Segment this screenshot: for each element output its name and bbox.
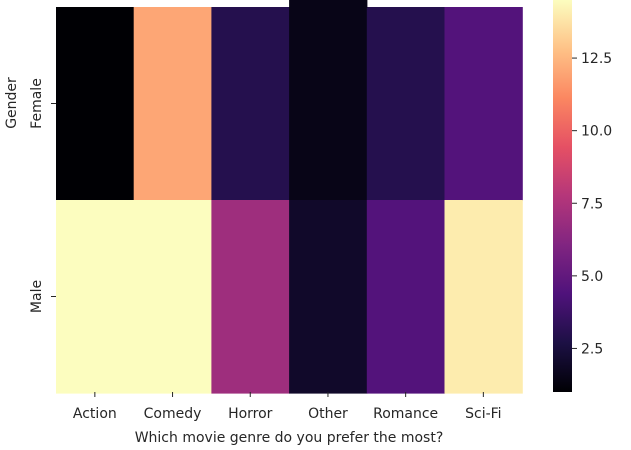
y-tick-label: Female xyxy=(29,78,45,129)
colorbar-tick-label: 5.0 xyxy=(581,269,603,285)
y-axis-label: Gender xyxy=(4,77,20,129)
colorbar-tick-label: 2.5 xyxy=(581,341,603,357)
heatmap-cell-male-romance xyxy=(366,200,446,394)
heatmap-cell-female-other xyxy=(289,7,368,201)
heatmap-cell-male-horror xyxy=(211,200,290,394)
x-tick-label: Action xyxy=(73,406,117,422)
heatmap-cell-male-sci-fi xyxy=(444,200,523,394)
heatmap-cell-female-sci-fi xyxy=(444,7,523,201)
x-axis-label: Which movie genre do you prefer the most… xyxy=(135,430,444,446)
x-tick-label: Sci-Fi xyxy=(465,406,501,422)
x-tick-label: Comedy xyxy=(144,406,202,422)
colorbar-tick-label: 7.5 xyxy=(581,196,603,212)
x-tick-label: Horror xyxy=(228,406,273,422)
heatmap-cell-male-comedy xyxy=(133,200,212,394)
heatmap-cell-female-comedy xyxy=(133,7,212,201)
heatmap-cell-male-action xyxy=(56,200,135,394)
heatmap-cell-male-other xyxy=(289,200,368,394)
y-axis-ticks: Female Male xyxy=(29,78,56,313)
heatmap-cell-female-romance xyxy=(366,7,446,201)
colorbar-tick-label: 12.5 xyxy=(581,51,612,67)
colorbar-ticks: 2.5 5.0 7.5 10.0 12.5 xyxy=(572,51,612,357)
heatmap-cell-female-horror xyxy=(211,7,290,201)
colorbar-tick-label: 10.0 xyxy=(581,124,612,140)
heatmap-cells xyxy=(56,0,523,394)
colorbar xyxy=(553,0,572,392)
x-axis-ticks: Action Comedy Horror Other Romance Sci-Fi xyxy=(73,392,502,422)
heatmap-cell-overflow xyxy=(289,0,368,8)
heatmap-cell-female-action xyxy=(56,7,135,201)
x-tick-label: Other xyxy=(308,406,348,422)
y-tick-label: Male xyxy=(29,280,45,313)
x-tick-label: Romance xyxy=(373,406,438,422)
